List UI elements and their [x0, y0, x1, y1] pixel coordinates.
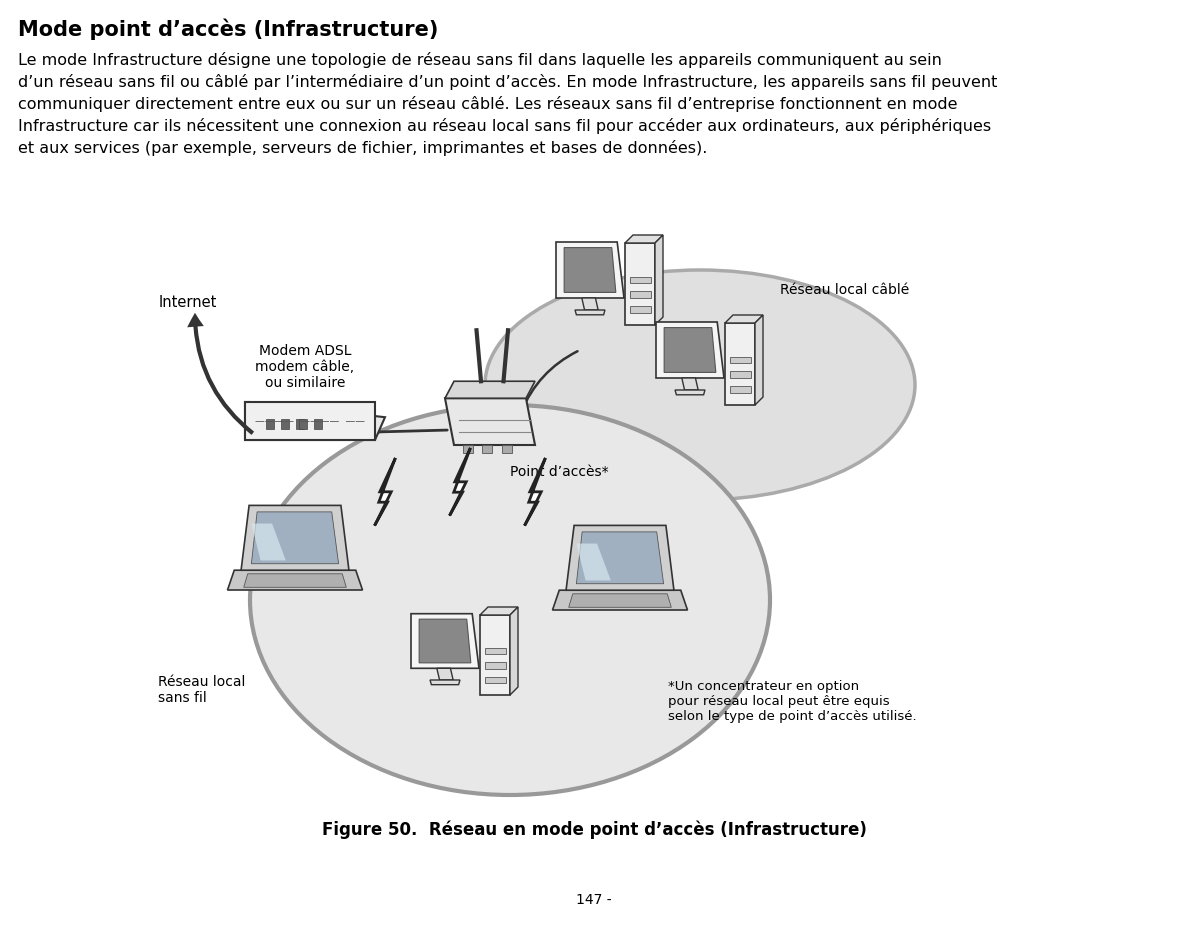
Text: 147 -: 147 - [577, 893, 612, 907]
Text: Modem ADSL
modem câble,
ou similaire: Modem ADSL modem câble, ou similaire [256, 343, 354, 390]
Text: Réseau local
sans fil: Réseau local sans fil [158, 675, 245, 705]
Text: Infrastructure car ils nécessitent une connexion au réseau local sans fil pour a: Infrastructure car ils nécessitent une c… [18, 118, 992, 134]
Polygon shape [241, 505, 348, 570]
Bar [629, 277, 650, 283]
Text: Le mode Infrastructure désigne une topologie de réseau sans fil dans laquelle le: Le mode Infrastructure désigne une topol… [18, 52, 942, 68]
Text: d’un réseau sans fil ou câblé par l’intermédiaire d’un point d’accès. En mode In: d’un réseau sans fil ou câblé par l’inte… [18, 74, 998, 90]
Bar [296, 419, 304, 428]
Bar [730, 386, 750, 393]
FancyBboxPatch shape [245, 402, 375, 440]
FancyBboxPatch shape [625, 243, 655, 325]
FancyBboxPatch shape [480, 615, 510, 695]
FancyBboxPatch shape [725, 323, 755, 405]
Text: Réseau local câblé: Réseau local câblé [780, 283, 910, 297]
Bar [730, 357, 750, 364]
Bar [463, 445, 472, 453]
Polygon shape [577, 532, 663, 584]
Polygon shape [655, 235, 663, 325]
Polygon shape [553, 590, 687, 610]
Polygon shape [675, 390, 705, 395]
FancyArrowPatch shape [187, 313, 254, 435]
Text: Figure 50.  Réseau en mode point d’accès (Infrastructure): Figure 50. Réseau en mode point d’accès … [321, 820, 867, 839]
Polygon shape [449, 448, 471, 515]
Polygon shape [524, 458, 546, 525]
Polygon shape [375, 458, 396, 525]
Bar [314, 419, 321, 428]
Bar [730, 371, 750, 378]
Text: Mode point d’accès (Infrastructure): Mode point d’accès (Infrastructure) [18, 18, 439, 40]
Ellipse shape [250, 405, 770, 795]
Polygon shape [510, 607, 518, 695]
Bar [281, 419, 289, 428]
Bar [484, 662, 505, 669]
Polygon shape [556, 242, 624, 298]
Polygon shape [251, 512, 339, 563]
Polygon shape [445, 399, 535, 445]
Polygon shape [430, 680, 460, 684]
Text: *Un concentrateur en option
pour réseau local peut être equis
selon le type de p: *Un concentrateur en option pour réseau … [668, 680, 917, 723]
Bar [629, 291, 650, 298]
Text: communiquer directement entre eux ou sur un réseau câblé. Les réseaux sans fil d: communiquer directement entre eux ou sur… [18, 96, 957, 112]
Polygon shape [725, 315, 763, 323]
Polygon shape [420, 619, 471, 663]
Polygon shape [445, 381, 535, 399]
Polygon shape [566, 525, 674, 590]
Polygon shape [625, 235, 663, 243]
Polygon shape [251, 524, 285, 561]
Text: ————  ————  ——: ———— ———— —— [254, 416, 365, 426]
Polygon shape [665, 327, 716, 373]
Polygon shape [755, 315, 763, 405]
Bar [484, 648, 505, 654]
Polygon shape [656, 322, 724, 378]
Polygon shape [245, 402, 385, 440]
Polygon shape [436, 668, 453, 680]
Bar [629, 306, 650, 313]
Bar [298, 419, 307, 428]
Polygon shape [681, 378, 698, 390]
Bar [266, 419, 273, 428]
Polygon shape [244, 574, 346, 587]
Polygon shape [581, 298, 598, 310]
Polygon shape [577, 544, 611, 581]
Bar [502, 445, 512, 453]
Text: Point d’accès*: Point d’accès* [510, 465, 609, 479]
Text: et aux services (par exemple, serveurs de fichier, imprimantes et bases de donné: et aux services (par exemple, serveurs d… [18, 140, 707, 156]
Polygon shape [480, 607, 518, 615]
Bar [483, 445, 492, 453]
Text: Internet: Internet [159, 295, 218, 310]
Ellipse shape [485, 270, 916, 500]
Polygon shape [411, 613, 479, 668]
Polygon shape [568, 594, 672, 608]
Polygon shape [575, 310, 605, 314]
Polygon shape [227, 570, 363, 590]
Polygon shape [564, 248, 616, 292]
Bar [484, 676, 505, 683]
